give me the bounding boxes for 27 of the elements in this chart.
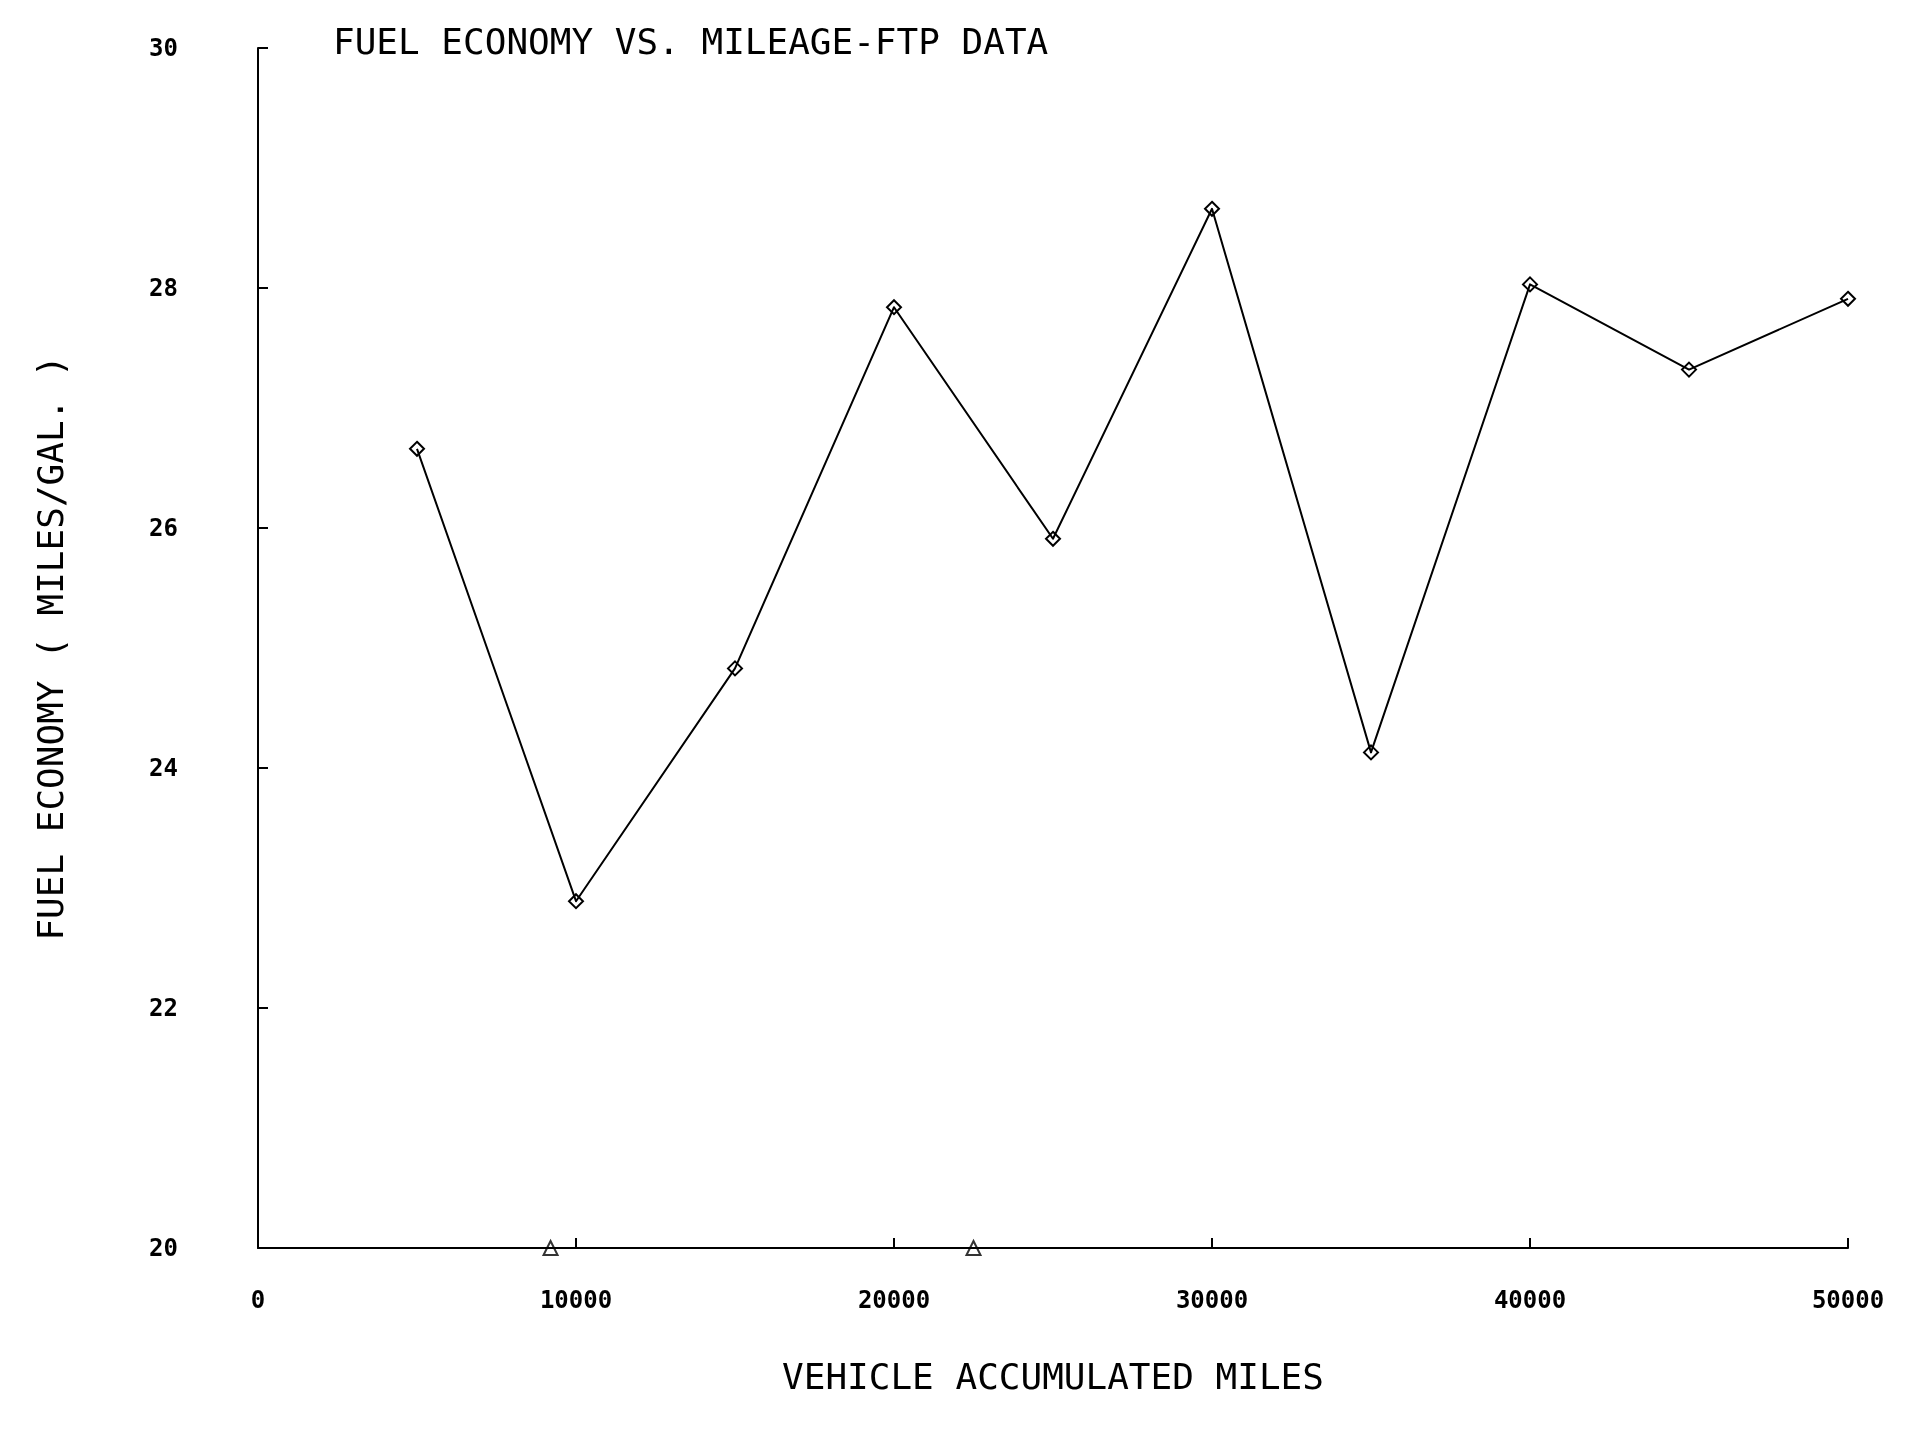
x-axis-title: VEHICLE ACCUMULATED MILES [782,1355,1324,1397]
y-tick-label: 24 [149,754,178,782]
point [568,893,584,910]
chart-title: FUEL ECONOMY VS. MILEAGE-FTP DATA [333,20,1049,62]
y-axis-title: FUEL ECONOMY ( MILES/GAL. ) [29,355,71,941]
point [409,440,425,457]
point [965,1240,982,1256]
y-tick-label: 22 [149,994,178,1022]
point [1204,200,1220,217]
point [727,660,743,677]
point [542,1240,559,1256]
x-tick-label: 0 [250,1286,266,1314]
point [1045,530,1061,547]
x-tick-label: 40000 [1493,1286,1567,1314]
point [1522,276,1538,293]
x-tick-label: 20000 [857,1286,931,1314]
x-tick-label: 10000 [539,1286,613,1314]
y-tick-label: 28 [149,274,178,302]
y-tick-label: 26 [149,514,178,542]
point [1840,290,1856,307]
point [886,299,902,316]
y-tick-label: 20 [149,1234,178,1262]
x-tick-label: 30000 [1175,1286,1249,1314]
point [1363,744,1379,761]
y-tick-label: 30 [149,34,178,62]
x-tick-label: 50000 [1811,1286,1885,1314]
point [1681,361,1697,378]
